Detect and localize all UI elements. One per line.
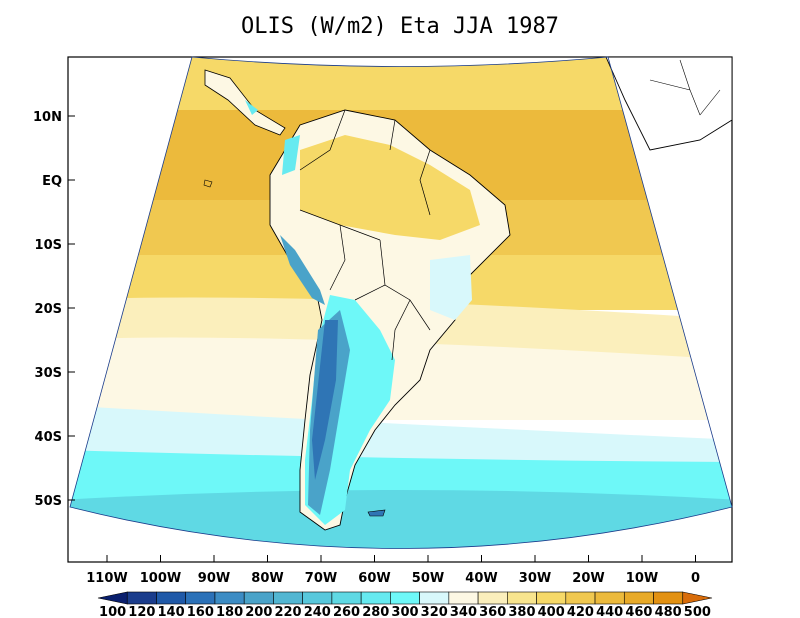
- longitude-axis: 110W 100W 90W 80W 70W 60W 50W 40W 30W 20W 10W 0: [86, 555, 700, 586]
- olis-field: [70, 57, 732, 549]
- colorbar-swatch: [302, 591, 333, 605]
- colorbar-label: 200: [245, 605, 272, 618]
- lon-tick-label: 60W: [358, 571, 390, 586]
- colorbar: 100 120 140 160 180 200 220 240 260 280 300 320 340 3…: [97, 591, 713, 618]
- colorbar-swatch: [682, 591, 713, 605]
- lon-tick-label: 110W: [86, 571, 127, 586]
- colorbar-label: 460: [625, 605, 652, 618]
- colorbar-label: 340: [450, 605, 477, 618]
- colorbar-label: 120: [128, 605, 155, 618]
- lat-tick-label: 10N: [33, 110, 62, 125]
- colorbar-label: 400: [538, 605, 565, 618]
- colorbar-swatch: [565, 591, 596, 605]
- colorbar-label: 320: [421, 605, 448, 618]
- colorbar-label: 280: [362, 605, 389, 618]
- lon-tick-label: 20W: [572, 571, 604, 586]
- africa-coast: [605, 56, 733, 151]
- lon-tick-label: 80W: [251, 571, 283, 586]
- colorbar-swatch: [126, 591, 157, 605]
- lat-tick-label: 10S: [35, 238, 62, 253]
- lon-tick-label: 50W: [412, 571, 444, 586]
- colorbar-swatch: [185, 591, 216, 605]
- lon-tick-label: 0: [691, 571, 700, 586]
- colorbar-swatch: [507, 591, 537, 605]
- lat-tick-label: 50S: [35, 494, 62, 509]
- colorbar-label: 180: [216, 605, 243, 618]
- colorbar-label: 300: [391, 605, 418, 618]
- projection-boundary: [69, 56, 733, 549]
- colorbar-swatch: [214, 591, 245, 605]
- latitude-axis: 10N EQ 10S 20S 30S 40S 50S: [33, 110, 75, 509]
- colorbar-label: 360: [479, 605, 506, 618]
- colorbar-label: 500: [684, 605, 711, 618]
- colorbar-label: 240: [304, 605, 331, 618]
- colorbar-label: 380: [508, 605, 535, 618]
- colorbar-swatch: [653, 591, 684, 605]
- colorbar-swatch: [243, 591, 274, 605]
- colorbar-label: 140: [158, 605, 185, 618]
- colorbar-label: 420: [567, 605, 594, 618]
- lat-tick-label: 30S: [35, 366, 62, 381]
- falkland-islands: [367, 509, 386, 517]
- colorbar-swatch: [623, 591, 654, 605]
- central-america-land: [204, 69, 286, 136]
- colorbar-label: 260: [333, 605, 360, 618]
- lon-tick-label: 100W: [140, 571, 181, 586]
- south-america-land: [269, 109, 511, 531]
- colorbar-swatch: [97, 591, 128, 605]
- colorbar-label: 480: [655, 605, 682, 618]
- colorbar-swatch: [477, 591, 508, 605]
- colorbar-swatch: [360, 591, 391, 605]
- colorbar-swatch: [419, 591, 450, 605]
- colorbar-label: 440: [596, 605, 623, 618]
- colorbar-swatch: [331, 591, 362, 605]
- map-title: OLIS (W/m2) Eta JJA 1987: [241, 14, 559, 39]
- lat-tick-label: 20S: [35, 302, 62, 317]
- lon-tick-label: 30W: [519, 571, 551, 586]
- colorbar-label: 100: [99, 605, 126, 618]
- colorbar-swatch: [536, 591, 567, 605]
- lon-tick-label: 70W: [305, 571, 337, 586]
- lat-tick-label: 40S: [35, 430, 62, 445]
- colorbar-label: 220: [274, 605, 301, 618]
- colorbar-label: 160: [187, 605, 214, 618]
- colorbar-swatch: [448, 591, 479, 605]
- lon-tick-label: 10W: [626, 571, 658, 586]
- lat-tick-label: EQ: [42, 174, 62, 189]
- colorbar-swatch: [156, 591, 187, 605]
- colorbar-swatch: [594, 591, 625, 605]
- colorbar-swatch: [390, 591, 420, 605]
- galapagos-islands: [203, 179, 213, 188]
- lon-tick-label: 40W: [465, 571, 497, 586]
- lon-tick-label: 90W: [198, 571, 230, 586]
- colorbar-swatch: [273, 591, 303, 605]
